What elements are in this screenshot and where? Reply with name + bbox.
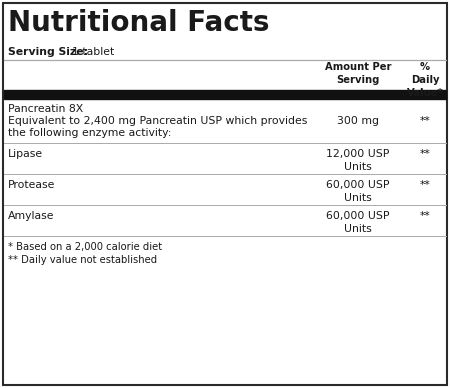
Text: the following enzyme activity:: the following enzyme activity: — [8, 128, 171, 138]
Text: Serving Size:: Serving Size: — [8, 47, 95, 57]
Text: Nutritional Facts: Nutritional Facts — [8, 9, 270, 37]
Text: * Based on a 2,000 calorie diet: * Based on a 2,000 calorie diet — [8, 242, 162, 252]
Text: ** Daily value not established: ** Daily value not established — [8, 255, 157, 265]
Text: Amount Per
Serving: Amount Per Serving — [325, 62, 391, 85]
Text: **: ** — [419, 149, 430, 159]
Text: Lipase: Lipase — [8, 149, 43, 159]
Text: Protease: Protease — [8, 180, 55, 190]
Text: %
Daily
Value*: % Daily Value* — [407, 62, 443, 98]
Text: Pancreatin 8X: Pancreatin 8X — [8, 104, 83, 114]
Text: 300 mg: 300 mg — [337, 116, 379, 126]
Text: **: ** — [419, 116, 430, 126]
Text: **: ** — [419, 211, 430, 221]
Text: Amylase: Amylase — [8, 211, 54, 221]
Text: 1 tablet: 1 tablet — [72, 47, 114, 57]
Text: 60,000 USP
Units: 60,000 USP Units — [326, 211, 390, 234]
Bar — [4, 90, 446, 99]
Text: 12,000 USP
Units: 12,000 USP Units — [326, 149, 390, 172]
Text: Equivalent to 2,400 mg Pancreatin USP which provides: Equivalent to 2,400 mg Pancreatin USP wh… — [8, 116, 307, 126]
Text: 60,000 USP
Units: 60,000 USP Units — [326, 180, 390, 203]
Text: **: ** — [419, 180, 430, 190]
